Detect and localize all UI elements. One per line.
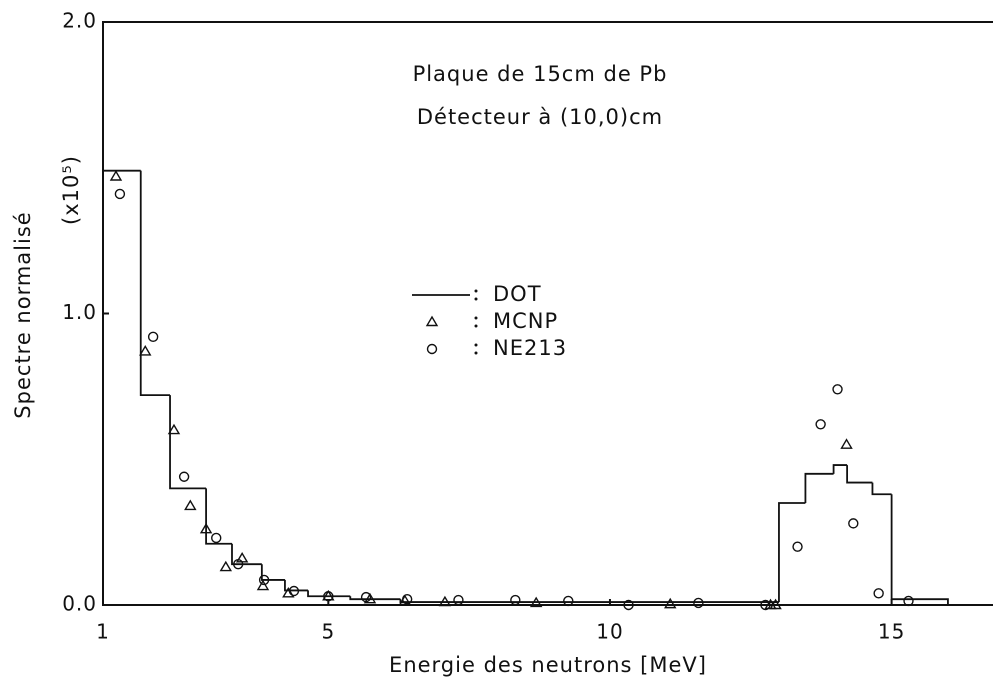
circle-marker bbox=[510, 594, 521, 606]
x-tick-label: 15 bbox=[878, 620, 905, 644]
triangle-marker bbox=[235, 551, 249, 563]
step-bar bbox=[349, 596, 401, 601]
circle-marker bbox=[178, 471, 190, 482]
circle-marker bbox=[832, 384, 843, 395]
triangle-marker bbox=[664, 597, 677, 609]
step-bar bbox=[205, 488, 232, 545]
circle-marker bbox=[815, 419, 826, 430]
y-tick-label: 0.0 bbox=[62, 592, 97, 616]
triangle-marker bbox=[438, 595, 452, 607]
x-tick-label: 10 bbox=[596, 620, 623, 644]
triangle-marker bbox=[322, 589, 335, 601]
step-bar bbox=[832, 464, 848, 474]
step-bar bbox=[260, 564, 285, 581]
x-axis-label: Energie des neutrons [MeV] bbox=[389, 653, 707, 677]
circle-marker bbox=[232, 558, 244, 570]
step-bar bbox=[139, 170, 171, 397]
y-axis-label: Spectre normalisé bbox=[11, 211, 35, 418]
y-unit-note: (x10⁵) bbox=[59, 155, 83, 225]
step-bar bbox=[871, 482, 892, 496]
step-bar bbox=[231, 543, 262, 566]
circle-marker bbox=[323, 591, 334, 602]
circle-marker bbox=[360, 591, 372, 603]
circle-marker bbox=[903, 595, 914, 607]
circle-marker bbox=[453, 594, 464, 606]
triangle-marker bbox=[167, 423, 181, 435]
step-bar bbox=[284, 579, 309, 592]
step-bar bbox=[778, 502, 806, 603]
triangle-marker bbox=[256, 579, 270, 591]
legend-colon bbox=[474, 289, 478, 293]
circle-marker bbox=[147, 331, 159, 343]
triangle-marker bbox=[769, 598, 782, 610]
circle-marker bbox=[258, 574, 270, 586]
y-tick-label: 2.0 bbox=[62, 9, 97, 33]
y-tick-label: 1.0 bbox=[62, 300, 97, 324]
triangle-marker bbox=[840, 438, 853, 449]
chart-title: Plaque de 15cm de Pb bbox=[413, 62, 668, 86]
triangle-marker bbox=[109, 170, 123, 181]
triangle-marker bbox=[425, 315, 439, 327]
circle-marker bbox=[792, 541, 803, 552]
legend-colon bbox=[474, 343, 478, 347]
triangle-marker bbox=[219, 560, 233, 572]
circle-marker bbox=[623, 599, 634, 611]
step-bar bbox=[804, 472, 834, 503]
legend-label: NE213 bbox=[493, 336, 567, 360]
legend-colon bbox=[474, 297, 478, 301]
circle-marker bbox=[760, 599, 771, 611]
triangle-marker bbox=[363, 592, 377, 604]
step-bar bbox=[890, 494, 949, 605]
chart-title: Détecteur à (10,0)cm bbox=[417, 105, 663, 129]
triangle-marker bbox=[282, 586, 295, 598]
triangle-marker bbox=[139, 345, 152, 356]
x-tick-label: 1 bbox=[96, 620, 110, 644]
triangle-marker bbox=[199, 522, 213, 534]
circle-marker bbox=[848, 518, 859, 529]
triangle-marker bbox=[529, 596, 543, 608]
circle-marker bbox=[401, 593, 413, 605]
step-bar bbox=[307, 590, 351, 598]
step-bar bbox=[399, 599, 779, 603]
triangle-marker bbox=[184, 499, 197, 511]
legend-colon bbox=[474, 316, 478, 320]
step-bar bbox=[846, 465, 873, 484]
circle-marker bbox=[211, 532, 222, 544]
step-bar bbox=[102, 169, 141, 605]
legend-colon bbox=[474, 351, 478, 355]
circle-marker bbox=[114, 188, 126, 200]
legend-label: DOT bbox=[493, 282, 542, 306]
circle-marker bbox=[426, 343, 438, 355]
legend-colon bbox=[474, 324, 478, 328]
circle-marker bbox=[693, 597, 704, 609]
legend-label: MCNP bbox=[493, 309, 558, 333]
circle-marker bbox=[563, 595, 574, 607]
circle-marker bbox=[873, 588, 884, 599]
circle-marker bbox=[288, 585, 300, 597]
x-tick-label: 5 bbox=[321, 620, 335, 644]
step-bar bbox=[169, 395, 207, 490]
